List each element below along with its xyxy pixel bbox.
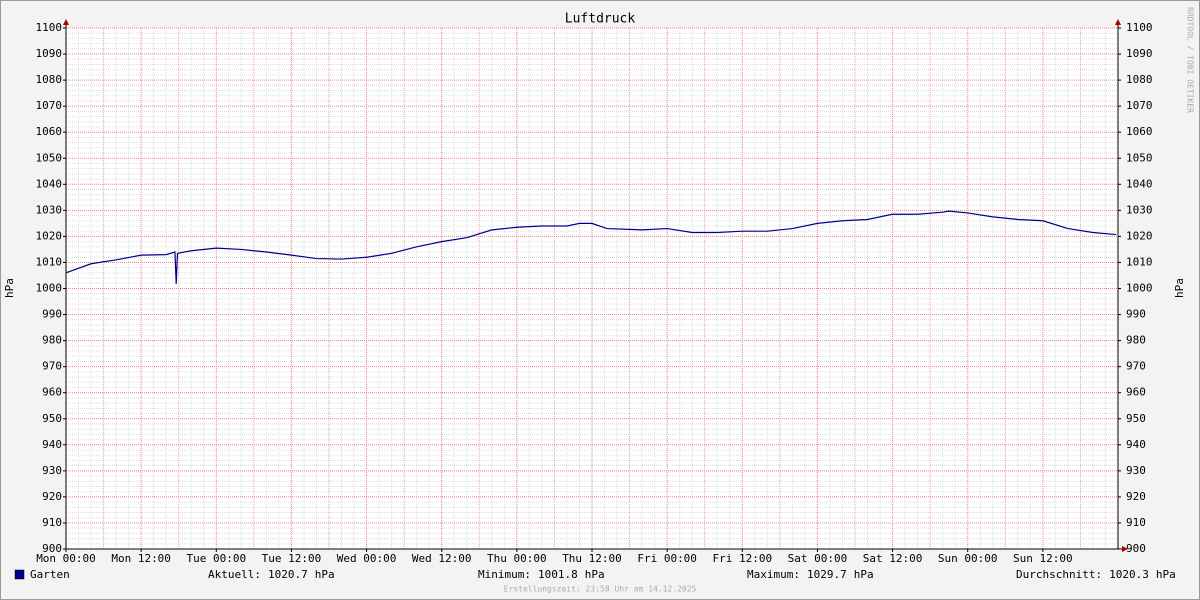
legend-stat: Aktuell: 1020.7 hPa bbox=[208, 568, 335, 581]
stat-unit: hPa bbox=[585, 568, 605, 581]
y-tick-label: 990 bbox=[42, 308, 62, 321]
y2-tick-label: 1000 bbox=[1126, 282, 1153, 295]
y2-tick-label: 1030 bbox=[1126, 203, 1153, 216]
y-tick-label: 970 bbox=[42, 360, 62, 373]
x-tick-label: Thu 00:00 bbox=[487, 552, 547, 565]
x-tick-label: Thu 12:00 bbox=[562, 552, 622, 565]
stat-label: Minimum: bbox=[478, 568, 531, 581]
stat-value: 1001.8 bbox=[538, 568, 578, 581]
x-tick-label: Fri 00:00 bbox=[637, 552, 697, 565]
stat-value: 1029.7 bbox=[807, 568, 847, 581]
y2-tick-label: 920 bbox=[1126, 490, 1146, 503]
axis-arrow bbox=[1122, 546, 1128, 552]
y2-tick-label: 1100 bbox=[1126, 21, 1153, 34]
y2-tick-label: 1070 bbox=[1126, 99, 1153, 112]
legend-stat: Durchschnitt: 1020.3 hPa bbox=[1016, 568, 1176, 581]
y-tick-label: 1070 bbox=[36, 99, 63, 112]
x-tick-label: Sat 12:00 bbox=[863, 552, 923, 565]
x-tick-label: Sun 12:00 bbox=[1013, 552, 1073, 565]
stat-unit: hPa bbox=[1156, 568, 1176, 581]
stat-unit: hPa bbox=[315, 568, 335, 581]
y2-tick-label: 970 bbox=[1126, 360, 1146, 373]
y2-axis-label: hPa bbox=[1173, 278, 1186, 298]
y2-tick-label: 900 bbox=[1126, 542, 1146, 555]
x-tick-label: Tue 00:00 bbox=[186, 552, 246, 565]
x-tick-label: Fri 12:00 bbox=[712, 552, 772, 565]
y-tick-label: 1020 bbox=[36, 229, 63, 242]
y2-tick-label: 1010 bbox=[1126, 255, 1153, 268]
y-tick-label: 1000 bbox=[36, 282, 63, 295]
legend-swatch bbox=[14, 569, 25, 580]
y-tick-label: 950 bbox=[42, 412, 62, 425]
y-tick-label: 960 bbox=[42, 386, 62, 399]
y2-tick-label: 1040 bbox=[1126, 177, 1153, 190]
line-series bbox=[65, 210, 1117, 284]
x-tick-label: Sun 00:00 bbox=[938, 552, 998, 565]
x-tick-label: Mon 00:00 bbox=[36, 552, 96, 565]
x-tick-label: Tue 12:00 bbox=[262, 552, 322, 565]
x-tick-label: Sat 00:00 bbox=[788, 552, 848, 565]
y2-tick-label: 1080 bbox=[1126, 73, 1153, 86]
stat-value: 1020.7 bbox=[268, 568, 308, 581]
y-tick-label: 1090 bbox=[36, 47, 63, 60]
stat-unit: hPa bbox=[854, 568, 874, 581]
y2-tick-label: 1050 bbox=[1126, 151, 1153, 164]
y-tick-label: 920 bbox=[42, 490, 62, 503]
y2-tick-label: 1020 bbox=[1126, 229, 1153, 242]
axis-arrow bbox=[1115, 19, 1121, 25]
stat-value: 1020.3 bbox=[1109, 568, 1149, 581]
footer: Erstellungszeit: 23:58 Uhr am 14.12.2025 bbox=[504, 585, 697, 594]
legend-stat: Maximum: 1029.7 hPa bbox=[747, 568, 874, 581]
y2-tick-label: 1090 bbox=[1126, 47, 1153, 60]
grid bbox=[65, 27, 1118, 550]
y-tick-label: 910 bbox=[42, 516, 62, 529]
x-tick-label: Wed 12:00 bbox=[412, 552, 472, 565]
y2-tick-label: 950 bbox=[1126, 412, 1146, 425]
y2-tick-label: 1060 bbox=[1126, 125, 1153, 138]
stat-label: Maximum: bbox=[747, 568, 800, 581]
y-tick-label: 930 bbox=[42, 464, 62, 477]
y-tick-label: 1100 bbox=[36, 21, 63, 34]
y-tick-label: 1040 bbox=[36, 177, 63, 190]
stat-label: Aktuell: bbox=[208, 568, 261, 581]
y2-tick-label: 960 bbox=[1126, 386, 1146, 399]
y2-tick-label: 940 bbox=[1126, 438, 1146, 451]
y-tick-label: 1080 bbox=[36, 73, 63, 86]
y2-tick-label: 910 bbox=[1126, 516, 1146, 529]
y-tick-label: 1050 bbox=[36, 151, 63, 164]
chart-title: Luftdruck bbox=[565, 12, 636, 27]
y2-tick-label: 990 bbox=[1126, 308, 1146, 321]
y-tick-label: 980 bbox=[42, 334, 62, 347]
stat-label: Durchschnitt: bbox=[1016, 568, 1102, 581]
y-tick-label: 940 bbox=[42, 438, 62, 451]
y2-tick-label: 980 bbox=[1126, 334, 1146, 347]
axis-arrow bbox=[63, 19, 69, 25]
y-tick-label: 900 bbox=[42, 542, 62, 555]
y-tick-label: 1030 bbox=[36, 203, 63, 216]
legend-label: Garten bbox=[30, 568, 70, 581]
y-tick-label: 1060 bbox=[36, 125, 63, 138]
x-tick-label: Wed 00:00 bbox=[337, 552, 397, 565]
y-tick-label: 1010 bbox=[36, 255, 63, 268]
y2-tick-label: 930 bbox=[1126, 464, 1146, 477]
x-tick-label: Mon 12:00 bbox=[111, 552, 171, 565]
y-axis-label: hPa bbox=[3, 278, 16, 298]
watermark: RRDTOOL / TOBI OETIKER bbox=[1186, 7, 1195, 113]
legend-stat: Minimum: 1001.8 hPa bbox=[478, 568, 605, 581]
